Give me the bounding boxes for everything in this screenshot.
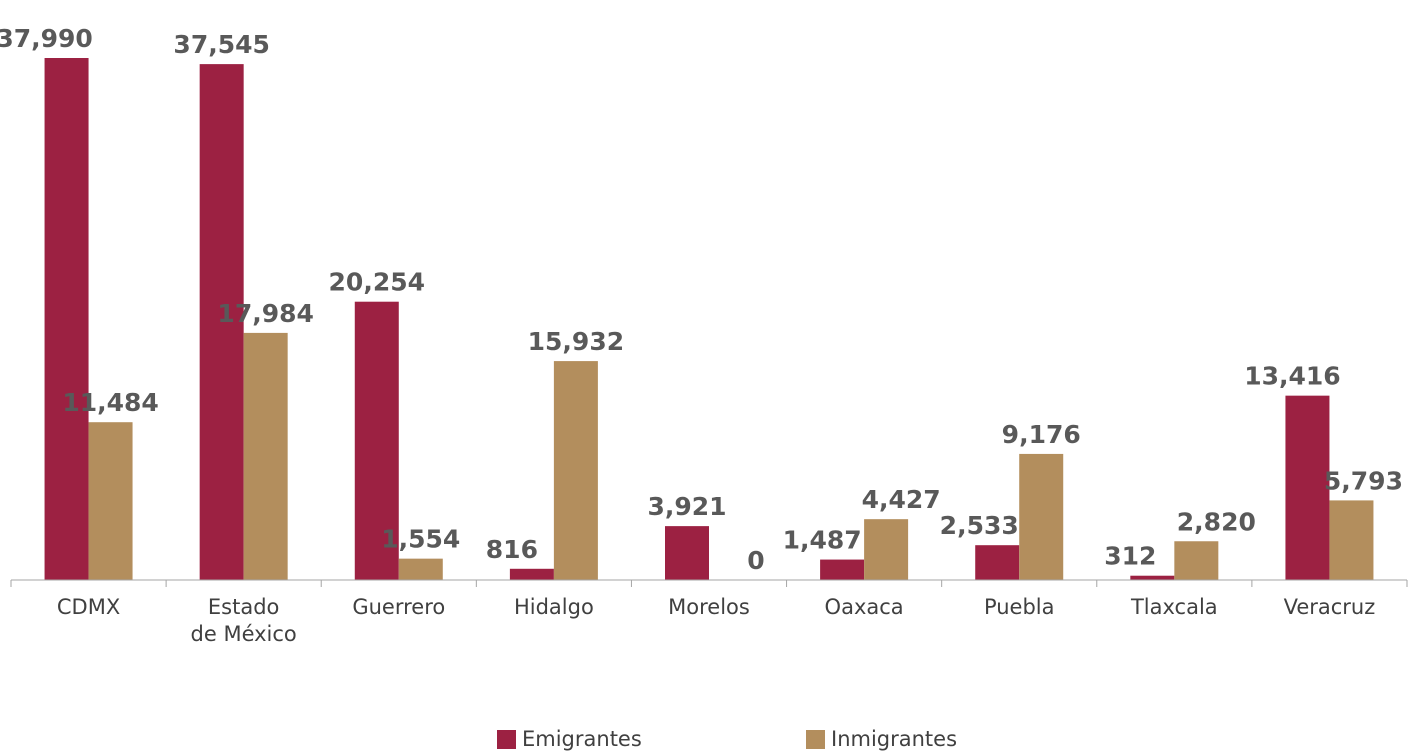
value-label-emigrantes-veracruz: 13,416 xyxy=(1244,362,1340,391)
legend-item-emigrantes: Emigrantes xyxy=(497,727,642,751)
bar-emigrantes-tlaxcala xyxy=(1130,575,1175,580)
value-label-inmigrantes-morelos: 0 xyxy=(747,546,764,575)
value-label-inmigrantes-puebla: 9,176 xyxy=(1002,420,1081,449)
value-label-emigrantes-cdmx: 37,990 xyxy=(0,24,93,53)
value-label-inmigrantes-hidalgo: 15,932 xyxy=(528,327,624,356)
bar-emigrantes-oaxaca xyxy=(820,559,865,580)
category-label-estado-de-mexico-line1: Estado xyxy=(208,595,280,619)
value-label-inmigrantes-veracruz: 5,793 xyxy=(1324,466,1403,495)
value-label-emigrantes-morelos: 3,921 xyxy=(647,492,726,521)
bar-inmigrantes-estado-de-mexico xyxy=(243,332,288,580)
value-label-emigrantes-tlaxcala: 312 xyxy=(1104,542,1156,571)
value-label-inmigrantes-estado-de-mexico: 17,984 xyxy=(217,299,313,328)
bar-inmigrantes-hidalgo xyxy=(553,361,598,580)
bar-emigrantes-cdmx xyxy=(44,58,89,580)
category-label-hidalgo: Hidalgo xyxy=(514,595,594,619)
value-label-emigrantes-puebla: 2,533 xyxy=(940,511,1019,540)
value-label-inmigrantes-oaxaca: 4,427 xyxy=(862,485,941,514)
value-label-inmigrantes-tlaxcala: 2,820 xyxy=(1177,507,1256,536)
bars-layer xyxy=(44,58,1374,580)
bar-emigrantes-hidalgo xyxy=(509,568,554,580)
bar-inmigrantes-oaxaca xyxy=(864,519,909,580)
bar-emigrantes-puebla xyxy=(975,545,1020,580)
category-label-cdmx: CDMX xyxy=(57,595,120,619)
bar-emigrantes-estado-de-mexico xyxy=(199,64,244,580)
legend-label-inmigrantes: Inmigrantes xyxy=(831,727,958,751)
value-label-inmigrantes-guerrero: 1,554 xyxy=(381,525,460,554)
value-label-emigrantes-guerrero: 20,254 xyxy=(329,268,425,297)
value-label-inmigrantes-cdmx: 11,484 xyxy=(62,388,158,417)
bar-emigrantes-veracruz xyxy=(1285,395,1330,580)
legend-swatch-inmigrantes xyxy=(806,729,825,749)
legend: Emigrantes Inmigrantes xyxy=(0,727,1418,753)
bar-inmigrantes-guerrero xyxy=(398,558,443,580)
category-label-puebla: Puebla xyxy=(984,595,1055,619)
value-labels-layer: 37,990 11,484 37,545 17,984 20,254 1,554 816 15… xyxy=(0,24,1403,575)
value-label-emigrantes-oaxaca: 1,487 xyxy=(783,526,862,555)
legend-item-inmigrantes: Inmigrantes xyxy=(806,727,957,751)
legend-label-emigrantes: Emigrantes xyxy=(522,727,642,751)
category-label-veracruz: Veracruz xyxy=(1284,595,1376,619)
bar-emigrantes-morelos xyxy=(665,526,709,580)
bar-inmigrantes-cdmx xyxy=(88,422,133,580)
legend-swatch-emigrantes xyxy=(497,729,516,749)
category-label-guerrero: Guerrero xyxy=(352,595,445,619)
bar-inmigrantes-puebla xyxy=(1019,453,1064,580)
bar-chart: 37,990 11,484 37,545 17,984 20,254 1,554 816 15… xyxy=(0,24,1408,646)
value-label-emigrantes-hidalgo: 816 xyxy=(486,535,538,564)
bar-inmigrantes-tlaxcala xyxy=(1174,541,1219,580)
bar-emigrantes-guerrero xyxy=(354,301,399,580)
x-axis: CDMX Estado de México Guerrero Hidalgo Morelo… xyxy=(10,579,1408,646)
category-label-morelos: Morelos xyxy=(668,595,750,619)
category-label-estado-de-mexico-line2: de México xyxy=(191,622,297,646)
value-label-emigrantes-estado-de-mexico: 37,545 xyxy=(173,30,269,59)
category-label-oaxaca: Oaxaca xyxy=(825,595,904,619)
category-label-tlaxcala: Tlaxcala xyxy=(1130,595,1218,619)
bar-inmigrantes-veracruz xyxy=(1329,500,1374,580)
